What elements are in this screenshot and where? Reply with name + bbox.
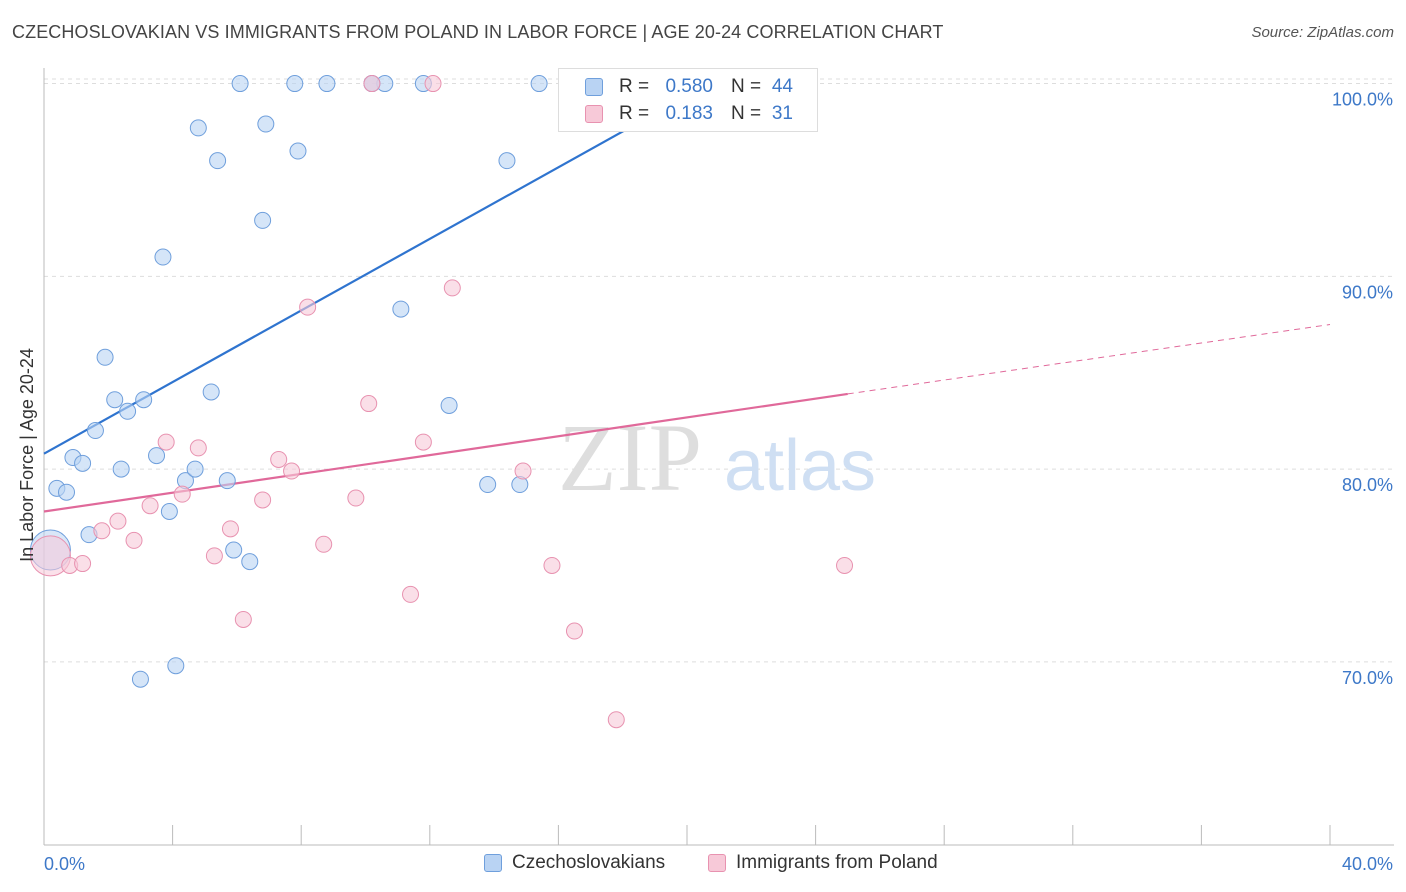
stats-box: R = 0.580 N = 44 R = 0.183 N = 31 <box>558 68 818 132</box>
stats-r-label: R = <box>619 76 650 97</box>
point-immigrants-poland <box>234 610 252 628</box>
point-czechoslovakians <box>254 211 272 229</box>
y-tick-label: 80.0% <box>1342 475 1393 495</box>
y-tick-label: 90.0% <box>1342 282 1393 302</box>
point-immigrants-poland <box>414 433 432 451</box>
stats-r-label: R = <box>619 103 650 124</box>
point-czechoslovakians <box>74 454 92 472</box>
stats-r-value: 0.183 <box>665 103 713 124</box>
legend-swatch-pink <box>708 854 726 872</box>
point-immigrants-poland <box>424 75 442 93</box>
point-immigrants-poland <box>254 491 272 509</box>
stats-swatch-blue <box>585 78 603 96</box>
point-czechoslovakians <box>289 142 307 160</box>
point-czechoslovakians <box>202 383 220 401</box>
point-czechoslovakians <box>112 460 130 478</box>
point-immigrants-poland <box>402 585 420 603</box>
point-immigrants-poland <box>836 556 854 574</box>
stats-swatch-pink <box>585 105 603 123</box>
x-tick-label: 40.0% <box>1342 854 1393 874</box>
trend-line-extension <box>847 324 1331 395</box>
point-immigrants-poland <box>360 395 378 413</box>
point-czechoslovakians <box>392 300 410 318</box>
point-czechoslovakians <box>106 391 124 409</box>
stats-n-value: 44 <box>771 76 793 97</box>
x-tick-label: 0.0% <box>44 854 85 874</box>
point-czechoslovakians <box>231 75 249 93</box>
legend-label: Czechoslovakians <box>512 852 666 873</box>
legend-label: Immigrants from Poland <box>736 852 938 873</box>
stats-row-immigrants-poland: R = 0.183 N = 31 <box>559 101 817 127</box>
point-immigrants-poland <box>315 535 333 553</box>
stats-n-label: N = <box>731 103 762 124</box>
trend-line-czechoslovakians <box>43 76 720 455</box>
point-immigrants-poland <box>109 512 127 530</box>
legend-item-czechoslovakians[interactable]: Czechoslovakians <box>484 852 665 874</box>
point-immigrants-poland <box>173 485 191 503</box>
watermark: ZIP atlas <box>558 404 876 511</box>
legend-swatch-blue <box>484 854 502 872</box>
stats-n-value: 31 <box>771 103 793 124</box>
point-czechoslovakians <box>58 483 76 501</box>
point-czechoslovakians <box>154 248 172 266</box>
stats-n-label: N = <box>731 76 762 97</box>
point-czechoslovakians <box>86 422 104 440</box>
point-immigrants-poland <box>74 555 92 573</box>
point-immigrants-poland <box>29 535 71 577</box>
point-czechoslovakians <box>440 396 458 414</box>
point-immigrants-poland <box>157 433 175 451</box>
point-immigrants-poland <box>205 547 223 565</box>
points <box>29 75 854 729</box>
point-czechoslovakians <box>189 119 207 137</box>
watermark-zip: ZIP <box>558 404 702 511</box>
y-tick-label: 100.0% <box>1332 90 1393 110</box>
point-czechoslovakians <box>318 75 336 93</box>
point-czechoslovakians <box>167 657 185 675</box>
point-czechoslovakians <box>225 541 243 559</box>
point-czechoslovakians <box>131 670 149 688</box>
watermark-atlas: atlas <box>724 426 876 506</box>
y-tick-label: 70.0% <box>1342 668 1393 688</box>
grid <box>44 78 1394 663</box>
point-immigrants-poland <box>347 489 365 507</box>
axes: 70.0% 80.0% 90.0% 100.0% 0.0% 40.0% <box>43 68 1394 874</box>
point-immigrants-poland <box>299 298 317 316</box>
point-czechoslovakians <box>160 503 178 521</box>
point-czechoslovakians <box>257 115 275 133</box>
point-immigrants-poland <box>125 531 143 549</box>
point-immigrants-poland <box>514 462 532 480</box>
point-czechoslovakians <box>286 75 304 93</box>
stats-row-czechoslovakians: R = 0.580 N = 44 <box>559 74 817 100</box>
point-immigrants-poland <box>189 439 207 457</box>
point-immigrants-poland <box>607 711 625 729</box>
legend: Czechoslovakians Immigrants from Poland <box>0 852 1406 878</box>
point-czechoslovakians <box>135 391 153 409</box>
chart-title: CZECHOSLOVAKIAN VS IMMIGRANTS FROM POLAN… <box>12 22 944 42</box>
point-czechoslovakians <box>479 476 497 494</box>
point-immigrants-poland <box>141 497 159 515</box>
point-immigrants-poland <box>93 522 111 540</box>
stats-r-value: 0.580 <box>665 76 713 97</box>
point-czechoslovakians <box>119 402 137 420</box>
point-czechoslovakians <box>186 460 204 478</box>
point-immigrants-poland <box>443 279 461 297</box>
point-immigrants-poland <box>565 622 583 640</box>
point-immigrants-poland <box>363 75 381 93</box>
source-label: Source: ZipAtlas.com <box>1251 24 1394 41</box>
point-immigrants-poland <box>283 462 301 480</box>
y-axis-label: In Labor Force | Age 20-24 <box>17 348 37 562</box>
point-czechoslovakians <box>530 75 548 93</box>
point-czechoslovakians <box>498 152 516 170</box>
point-immigrants-poland <box>543 556 561 574</box>
point-czechoslovakians <box>148 447 166 465</box>
point-immigrants-poland <box>221 520 239 538</box>
point-immigrants-poland <box>270 450 288 468</box>
legend-item-immigrants-poland[interactable]: Immigrants from Poland <box>708 852 938 874</box>
point-czechoslovakians <box>241 553 259 571</box>
point-czechoslovakians <box>209 152 227 170</box>
point-czechoslovakians <box>218 472 236 490</box>
point-czechoslovakians <box>96 348 114 366</box>
